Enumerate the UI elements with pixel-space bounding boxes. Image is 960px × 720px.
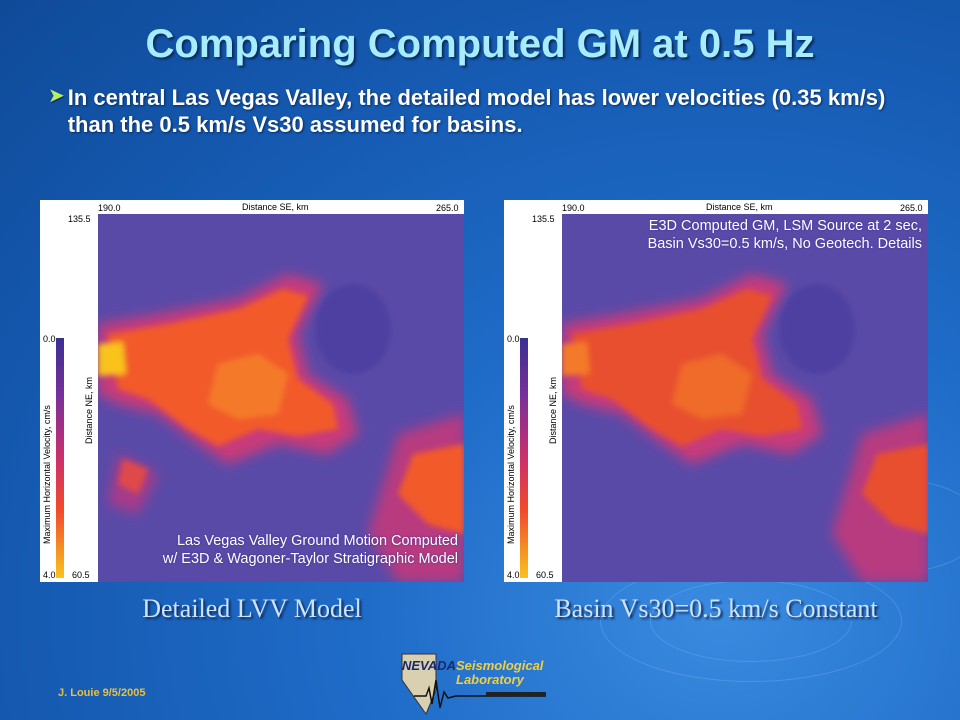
caption-right: Basin Vs30=0.5 km/s Constant bbox=[554, 594, 878, 623]
x-max-label: 265.0 bbox=[900, 203, 923, 213]
slide-title: Comparing Computed GM at 0.5 Hz bbox=[145, 22, 815, 66]
x-min-label: 190.0 bbox=[98, 203, 121, 213]
velocity-map bbox=[562, 214, 928, 582]
colorbar bbox=[520, 338, 528, 578]
y-top-label: 135.5 bbox=[68, 214, 91, 224]
y-bottom-label: 60.5 bbox=[72, 570, 90, 580]
annotation-line: E3D Computed GM, LSM Source at 2 sec, bbox=[648, 218, 922, 234]
x-axis-title: Distance SE, km bbox=[706, 202, 773, 212]
x-min-label: 190.0 bbox=[562, 203, 585, 213]
colorbar-top-label: 0.0 bbox=[507, 334, 520, 344]
x-axis-title: Distance SE, km bbox=[242, 202, 309, 212]
map-annotation: Las Vegas Valley Ground Motion Computed … bbox=[163, 533, 458, 568]
logo-text-laboratory: Laboratory bbox=[456, 672, 525, 687]
arrow-bullet-icon: ➤ bbox=[48, 85, 65, 107]
annotation-line: w/ E3D & Wagoner-Taylor Stratigraphic Mo… bbox=[162, 550, 458, 567]
y-top-label: 135.5 bbox=[532, 214, 555, 224]
colorbar-title: Maximum Horizontal Velocity, cm/s bbox=[42, 405, 52, 544]
ground-motion-map-constant: Distance SE, km 190.0 265.0 135.5 60.5 D… bbox=[504, 200, 928, 582]
annotation-line: Basin Vs30=0.5 km/s, No Geotech. Details bbox=[647, 235, 922, 252]
colorbar-top-label: 0.0 bbox=[43, 334, 56, 344]
x-max-label: 265.0 bbox=[436, 203, 459, 213]
ground-motion-map-detailed: Distance SE, km 190.0 265.0 135.5 60.5 D… bbox=[40, 200, 464, 582]
y-axis-title: Distance NE, km bbox=[548, 376, 558, 444]
velocity-map bbox=[98, 214, 464, 582]
map-annotation: E3D Computed GM, LSM Source at 2 sec, Ba… bbox=[648, 218, 922, 253]
bullet-item: ➤ In central Las Vegas Valley, the detai… bbox=[48, 84, 908, 138]
logo-text-seismological: Seismological bbox=[456, 658, 544, 673]
nevada-seismological-laboratory-logo: NEVADA Seismological Laboratory bbox=[401, 653, 546, 716]
caption-left: Detailed LVV Model bbox=[142, 594, 362, 623]
annotation-line: Las Vegas Valley Ground Motion Computed bbox=[176, 533, 458, 549]
y-axis-title: Distance NE, km bbox=[84, 376, 94, 444]
colorbar-bottom-label: 4.0 bbox=[43, 570, 56, 580]
colorbar-bottom-label: 4.0 bbox=[507, 570, 520, 580]
logo-text-nevada: NEVADA bbox=[402, 658, 456, 673]
colorbar-title: Maximum Horizontal Velocity, cm/s bbox=[506, 405, 516, 544]
bullet-text: In central Las Vegas Valley, the detaile… bbox=[67, 85, 886, 137]
author-date: J. Louie 9/5/2005 bbox=[58, 687, 146, 699]
colorbar bbox=[56, 338, 64, 578]
y-bottom-label: 60.5 bbox=[536, 570, 554, 580]
